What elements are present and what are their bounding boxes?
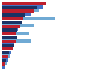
Bar — [2, 24, 20, 28]
Bar — [2, 39, 31, 43]
Bar — [2, 17, 54, 20]
Bar — [2, 51, 9, 54]
Bar — [2, 9, 34, 13]
Bar — [2, 13, 25, 17]
Bar — [2, 51, 11, 54]
Bar — [2, 0, 50, 1]
Bar — [2, 5, 43, 9]
Bar — [2, 66, 5, 69]
Bar — [2, 62, 5, 66]
Bar — [2, 36, 15, 39]
Bar — [2, 43, 14, 47]
Bar — [2, 40, 16, 43]
Bar — [2, 59, 6, 62]
Bar — [2, 9, 39, 12]
Bar — [2, 47, 12, 50]
Bar — [2, 32, 29, 35]
Bar — [2, 54, 10, 58]
Bar — [2, 13, 31, 16]
Bar — [2, 32, 16, 35]
Bar — [2, 2, 46, 5]
Bar — [2, 6, 37, 9]
Bar — [2, 28, 18, 31]
Bar — [2, 17, 23, 20]
Bar — [2, 47, 12, 50]
Bar — [2, 21, 21, 24]
Bar — [2, 24, 34, 27]
Bar — [2, 55, 8, 58]
Bar — [2, 44, 14, 47]
Bar — [2, 21, 22, 24]
Bar — [2, 70, 12, 71]
Bar — [2, 28, 17, 32]
Bar — [2, 58, 8, 62]
Bar — [2, 36, 17, 39]
Bar — [2, 62, 7, 65]
